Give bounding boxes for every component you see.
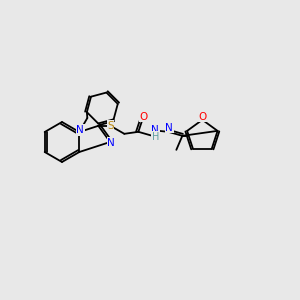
Text: N: N xyxy=(107,138,115,148)
Text: N: N xyxy=(76,125,84,135)
Text: H: H xyxy=(152,132,159,142)
Text: O: O xyxy=(139,112,148,122)
Text: N: N xyxy=(152,125,159,135)
Text: S: S xyxy=(107,121,114,131)
Text: N: N xyxy=(166,123,173,133)
Text: O: O xyxy=(198,112,206,122)
